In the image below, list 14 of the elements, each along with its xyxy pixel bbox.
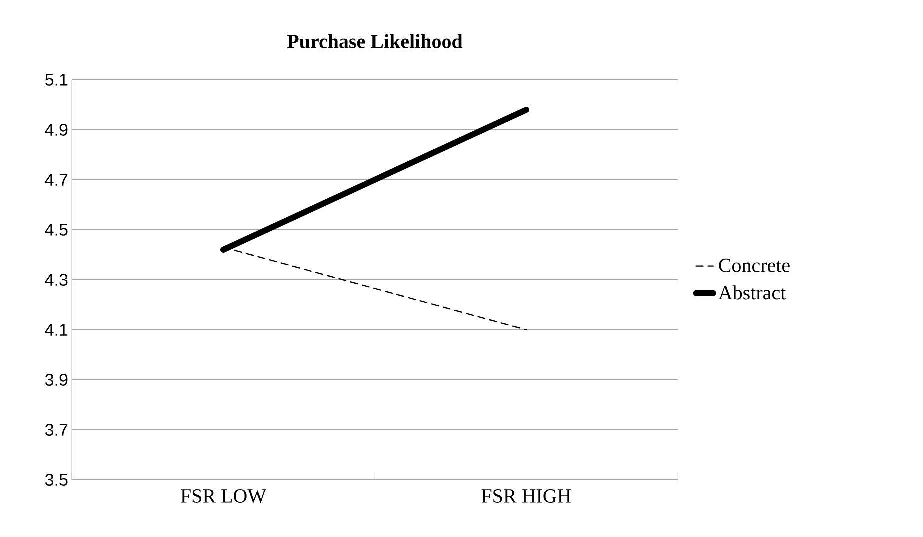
y-tick-label: 3.7 — [45, 424, 68, 436]
chart-title: Purchase Likelihood — [287, 34, 463, 48]
y-tick-label: 4.7 — [45, 174, 68, 186]
y-tick-label: 4.3 — [45, 274, 68, 286]
y-tick-label: 3.5 — [45, 474, 68, 486]
legend-label: Abstract — [718, 286, 786, 300]
y-tick-label: 4.1 — [45, 324, 68, 336]
y-tick-label: 4.5 — [45, 224, 68, 236]
y-tick-label: 3.9 — [45, 374, 68, 386]
legend-label: Concrete — [719, 258, 790, 272]
x-tick-label: FSR HIGH — [482, 490, 572, 503]
y-tick-label: 5.1 — [46, 74, 68, 86]
x-tick-label: FSR LOW — [181, 490, 267, 504]
y-tick-label: 4.9 — [45, 124, 68, 136]
